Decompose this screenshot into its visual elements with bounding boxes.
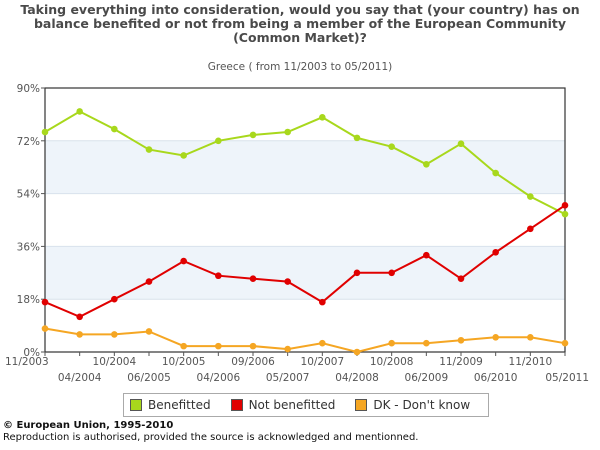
legend-item: Not benefitted — [230, 398, 336, 412]
x-tick-label: 04/2008 — [335, 372, 379, 384]
legend-swatch — [230, 399, 243, 411]
legend-swatch — [130, 399, 142, 411]
chart-subtitle: Greece ( from 11/2003 to 05/2011) — [207, 61, 393, 73]
data-point-not-benefitted — [249, 275, 257, 282]
y-tick-label: 0% — [23, 347, 40, 359]
data-point-benefitted — [284, 128, 291, 136]
data-point-not-benefitted — [353, 269, 361, 277]
data-point-benefitted — [492, 169, 499, 177]
data-point-benefitted — [561, 210, 569, 218]
series-line-dk-don-t-know — [44, 327, 566, 354]
data-point-benefitted — [423, 160, 430, 168]
legend-item: Benefitted — [130, 398, 211, 412]
data-point-dk-don-t-know — [561, 339, 569, 347]
copyright-text: © European Union, 1995-2010 — [3, 420, 174, 431]
data-point-benefitted — [457, 140, 465, 148]
legend-swatch — [355, 399, 368, 411]
data-point-benefitted — [353, 134, 361, 142]
line-chart: 0% 18% 36% 54% 72% 90% 11/2003 10/2004 10/2005 0… — [5, 83, 589, 384]
data-point-dk-don-t-know — [319, 339, 326, 347]
data-point-dk-don-t-know — [388, 339, 395, 347]
data-point-benefitted — [319, 114, 326, 121]
data-point-not-benefitted — [388, 269, 395, 277]
data-point-dk-don-t-know — [215, 342, 222, 350]
x-tick-label: 10/2005 — [162, 356, 206, 368]
y-tick-label: 36% — [17, 241, 40, 253]
grid-band — [45, 140, 565, 194]
x-tick-label: 11/2003 — [5, 356, 49, 368]
data-point-benefitted — [145, 146, 153, 153]
y-tick-label: 54% — [17, 189, 40, 201]
data-point-dk-don-t-know — [284, 345, 291, 353]
data-point-dk-don-t-know — [180, 342, 187, 350]
chart-legend: Benefitted Not benefitted DK - Don't know — [123, 393, 489, 417]
x-tick-label: 05/2007 — [266, 372, 310, 384]
data-point-not-benefitted — [319, 298, 326, 306]
y-tick-label: 90% — [17, 83, 40, 95]
data-point-dk-don-t-know — [249, 342, 257, 350]
data-point-benefitted — [249, 131, 257, 139]
chart-title: Taking everything into consideration, wo… — [20, 2, 580, 45]
x-tick-label: 10/2007 — [301, 356, 345, 368]
x-tick-label: 06/2010 — [474, 372, 518, 384]
x-tick-label: 10/2004 — [93, 356, 137, 368]
reproduction-note: Reproduction is authorised, provided the… — [3, 432, 419, 443]
data-point-not-benefitted — [215, 272, 222, 280]
data-point-not-benefitted — [41, 298, 49, 306]
data-point-dk-don-t-know — [527, 334, 534, 341]
data-point-not-benefitted — [76, 313, 83, 321]
series-line-not-benefitted — [44, 204, 566, 318]
data-point-not-benefitted — [284, 278, 291, 285]
x-tick-label: 06/2005 — [127, 372, 171, 384]
data-point-not-benefitted — [527, 225, 534, 233]
data-point-benefitted — [111, 125, 118, 133]
data-point-benefitted — [527, 193, 534, 200]
data-point-not-benefitted — [180, 257, 187, 265]
data-point-dk-don-t-know — [145, 328, 153, 335]
data-point-benefitted — [180, 152, 187, 159]
plot-background — [45, 88, 565, 352]
series-line-benefitted — [44, 110, 566, 215]
plot-border — [44, 87, 566, 353]
x-tick-label: 04/2006 — [197, 372, 241, 384]
x-tick-label: 10/2008 — [370, 356, 414, 368]
legend-label: Benefitted — [148, 398, 211, 412]
data-point-dk-don-t-know — [457, 336, 465, 344]
data-point-not-benefitted — [111, 295, 118, 303]
data-point-not-benefitted — [561, 202, 569, 209]
x-tick-label: 11/2009 — [439, 356, 483, 368]
y-tick-label: 18% — [17, 294, 40, 306]
data-point-dk-don-t-know — [111, 331, 118, 338]
y-tick-label: 72% — [17, 136, 40, 148]
data-point-not-benefitted — [492, 248, 499, 256]
legend-label: DK - Don't know — [373, 398, 471, 412]
x-tick-label: 04/2004 — [58, 372, 102, 384]
data-point-dk-don-t-know — [353, 348, 361, 356]
data-point-dk-don-t-know — [423, 339, 430, 347]
data-point-benefitted — [215, 137, 222, 145]
data-point-dk-don-t-know — [76, 331, 83, 338]
data-point-not-benefitted — [423, 251, 430, 259]
legend-item: DK - Don't know — [355, 398, 470, 412]
data-point-dk-don-t-know — [41, 325, 49, 332]
x-tick-label: 05/2011 — [545, 372, 589, 384]
data-point-not-benefitted — [145, 278, 153, 285]
data-point-benefitted — [41, 128, 49, 136]
data-point-not-benefitted — [457, 275, 465, 282]
x-tick-label: 09/2006 — [231, 356, 275, 368]
data-point-benefitted — [76, 108, 83, 115]
footer: © European Union, 1995-2010 Reproduction… — [3, 420, 418, 444]
x-tick-label: 06/2009 — [405, 372, 449, 384]
x-tick-label: 11/2010 — [509, 356, 553, 368]
data-point-dk-don-t-know — [492, 334, 499, 341]
legend-label: Not benefitted — [248, 398, 336, 412]
data-point-benefitted — [388, 143, 395, 150]
